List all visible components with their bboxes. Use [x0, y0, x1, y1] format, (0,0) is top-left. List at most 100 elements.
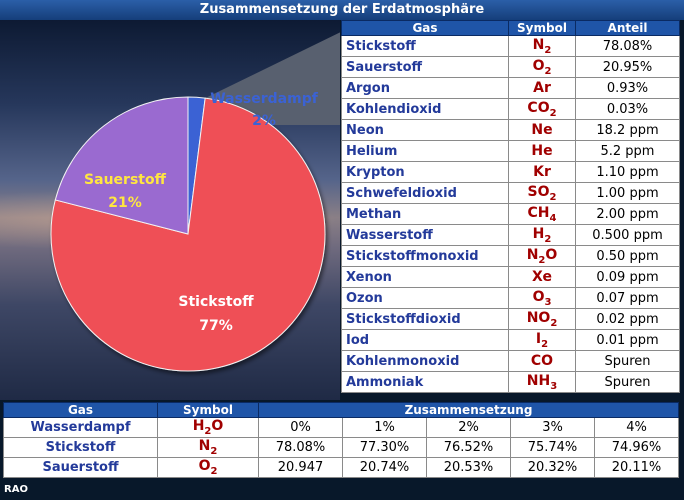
gas-table-header-symbol: Symbol: [508, 20, 576, 36]
composition-header-composition: Zusammensetzung: [258, 402, 679, 418]
gas-share: 0.01 ppm: [575, 329, 680, 351]
gas-table-row: Iod I2 0.01 ppm: [341, 329, 680, 351]
gas-table-row: Wasserstoff H2 0.500 ppm: [341, 224, 680, 246]
gas-name: Methan: [341, 203, 509, 225]
gas-name: Krypton: [341, 161, 509, 183]
gas-name: Xenon: [341, 266, 509, 288]
gas-share: 0.50 ppm: [575, 245, 680, 267]
gas-share: 0.09 ppm: [575, 266, 680, 288]
gas-table-row: Kohlenmonoxid CO Spuren: [341, 350, 680, 372]
composition-gas-name: Sauerstoff: [3, 457, 158, 478]
gas-symbol: Xe: [508, 266, 576, 288]
composition-value: 2%: [426, 417, 511, 438]
gas-symbol: O2: [508, 56, 576, 78]
gas-share: 1.10 ppm: [575, 161, 680, 183]
gas-table-row: Ozon O3 0.07 ppm: [341, 287, 680, 309]
pie-value-stickstoff: 77%: [199, 318, 233, 334]
gas-name: Stickstoff: [341, 35, 509, 57]
gas-symbol: Kr: [508, 161, 576, 183]
gas-table-row: Stickstoffdioxid NO2 0.02 ppm: [341, 308, 680, 330]
gas-share: 18.2 ppm: [575, 119, 680, 141]
gas-share: Spuren: [575, 350, 680, 372]
gas-table-row: Sauerstoff O2 20.95%: [341, 56, 680, 78]
gas-name: Argon: [341, 77, 509, 99]
gas-name: Wasserstoff: [341, 224, 509, 246]
composition-row: Wasserdampf H2O 0% 1% 2% 3% 4%: [3, 417, 679, 438]
gas-name: Ozon: [341, 287, 509, 309]
gas-symbol: CH4: [508, 203, 576, 225]
gas-symbol: Ar: [508, 77, 576, 99]
composition-value: 76.52%: [426, 437, 511, 458]
composition-value: 20.32%: [510, 457, 595, 478]
composition-row: Stickstoff N2 78.08% 77.30% 76.52% 75.74% 74.9…: [3, 437, 679, 458]
gas-share: 0.500 ppm: [575, 224, 680, 246]
gas-table-row: Krypton Kr 1.10 ppm: [341, 161, 680, 183]
composition-value: 20.947: [258, 457, 343, 478]
gas-name: Stickstoffdioxid: [341, 308, 509, 330]
pie-label-wasserdampf: Wasserdampf: [210, 91, 319, 107]
gas-share: 20.95%: [575, 56, 680, 78]
gas-name: Neon: [341, 119, 509, 141]
gas-symbol: CO: [508, 350, 576, 372]
gas-name: Iod: [341, 329, 509, 351]
gas-name: Stickstoffmonoxid: [341, 245, 509, 267]
composition-value: 1%: [342, 417, 427, 438]
gas-share: 0.07 ppm: [575, 287, 680, 309]
composition-gas-symbol: N2: [157, 437, 259, 458]
gas-name: Sauerstoff: [341, 56, 509, 78]
gas-table-row: Ammoniak NH3 Spuren: [341, 371, 680, 393]
gas-symbol: NO2: [508, 308, 576, 330]
gas-name: Helium: [341, 140, 509, 162]
gas-share: 0.93%: [575, 77, 680, 99]
page-title: Zusammensetzung der Erdatmosphäre: [0, 0, 684, 20]
pie-label-stickstoff: Stickstoff: [178, 294, 254, 310]
gas-symbol: O3: [508, 287, 576, 309]
gas-symbol: SO2: [508, 182, 576, 204]
credit-label: RAO: [4, 484, 28, 495]
gas-table-row: Helium He 5.2 ppm: [341, 140, 680, 162]
gas-name: Kohlendioxid: [341, 98, 509, 120]
gas-share: 1.00 ppm: [575, 182, 680, 204]
gas-name: Ammoniak: [341, 371, 509, 393]
pie-chart: Wasserdampf 2% Stickstoff 77% Sauerstoff 21%: [50, 91, 326, 372]
gas-table-header: Gas Symbol Anteil: [341, 20, 680, 36]
composition-table-header: Gas Symbol Zusammensetzung: [3, 402, 679, 418]
gas-symbol: CO2: [508, 98, 576, 120]
gas-table-header-gas: Gas: [341, 20, 509, 36]
composition-value: 77.30%: [342, 437, 427, 458]
pie-value-sauerstoff: 21%: [108, 195, 142, 211]
composition-value: 20.74%: [342, 457, 427, 478]
gas-symbol: I2: [508, 329, 576, 351]
composition-value: 20.53%: [426, 457, 511, 478]
pie-label-sauerstoff: Sauerstoff: [84, 172, 167, 188]
composition-value: 3%: [510, 417, 595, 438]
gas-table: Gas Symbol Anteil Stickstoff N2 78.08% Saue…: [341, 20, 680, 393]
gas-table-row: Neon Ne 18.2 ppm: [341, 119, 680, 141]
gas-share: 2.00 ppm: [575, 203, 680, 225]
gas-table-row: Xenon Xe 0.09 ppm: [341, 266, 680, 288]
gas-symbol: NH3: [508, 371, 576, 393]
pie-slice-sauerstoff: [54, 96, 189, 235]
gas-name: Schwefeldioxid: [341, 182, 509, 204]
composition-value: 78.08%: [258, 437, 343, 458]
pie-value-wasserdampf: 2%: [252, 113, 276, 129]
composition-value: 74.96%: [594, 437, 679, 458]
composition-gas-symbol: H2O: [157, 417, 259, 438]
gas-table-row: Kohlendioxid CO2 0.03%: [341, 98, 680, 120]
composition-row: Sauerstoff O2 20.947 20.74% 20.53% 20.32% 20.1…: [3, 457, 679, 478]
gas-table-header-share: Anteil: [575, 20, 680, 36]
gas-name: Kohlenmonoxid: [341, 350, 509, 372]
gas-table-row: Stickstoffmonoxid N2O 0.50 ppm: [341, 245, 680, 267]
gas-share: 0.02 ppm: [575, 308, 680, 330]
composition-gas-name: Stickstoff: [3, 437, 158, 458]
gas-table-row: Stickstoff N2 78.08%: [341, 35, 680, 57]
gas-share: 5.2 ppm: [575, 140, 680, 162]
composition-value: 4%: [594, 417, 679, 438]
composition-table: Gas Symbol Zusammensetzung Wasserdampf H2…: [3, 402, 679, 478]
composition-gas-name: Wasserdampf: [3, 417, 158, 438]
composition-value: 20.11%: [594, 457, 679, 478]
gas-share: 78.08%: [575, 35, 680, 57]
gas-table-row: Methan CH4 2.00 ppm: [341, 203, 680, 225]
composition-gas-symbol: O2: [157, 457, 259, 478]
gas-symbol: N2: [508, 35, 576, 57]
